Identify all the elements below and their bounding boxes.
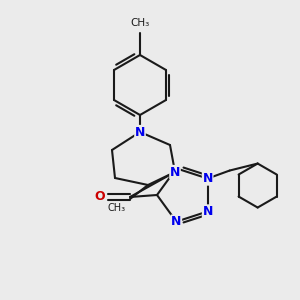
Text: N: N (170, 166, 180, 178)
Text: CH₃: CH₃ (130, 18, 150, 28)
Text: N: N (202, 205, 213, 218)
Text: O: O (95, 190, 105, 203)
Text: N: N (202, 172, 213, 185)
Text: CH₃: CH₃ (108, 203, 126, 213)
Text: N: N (171, 215, 182, 228)
Text: N: N (135, 125, 145, 139)
